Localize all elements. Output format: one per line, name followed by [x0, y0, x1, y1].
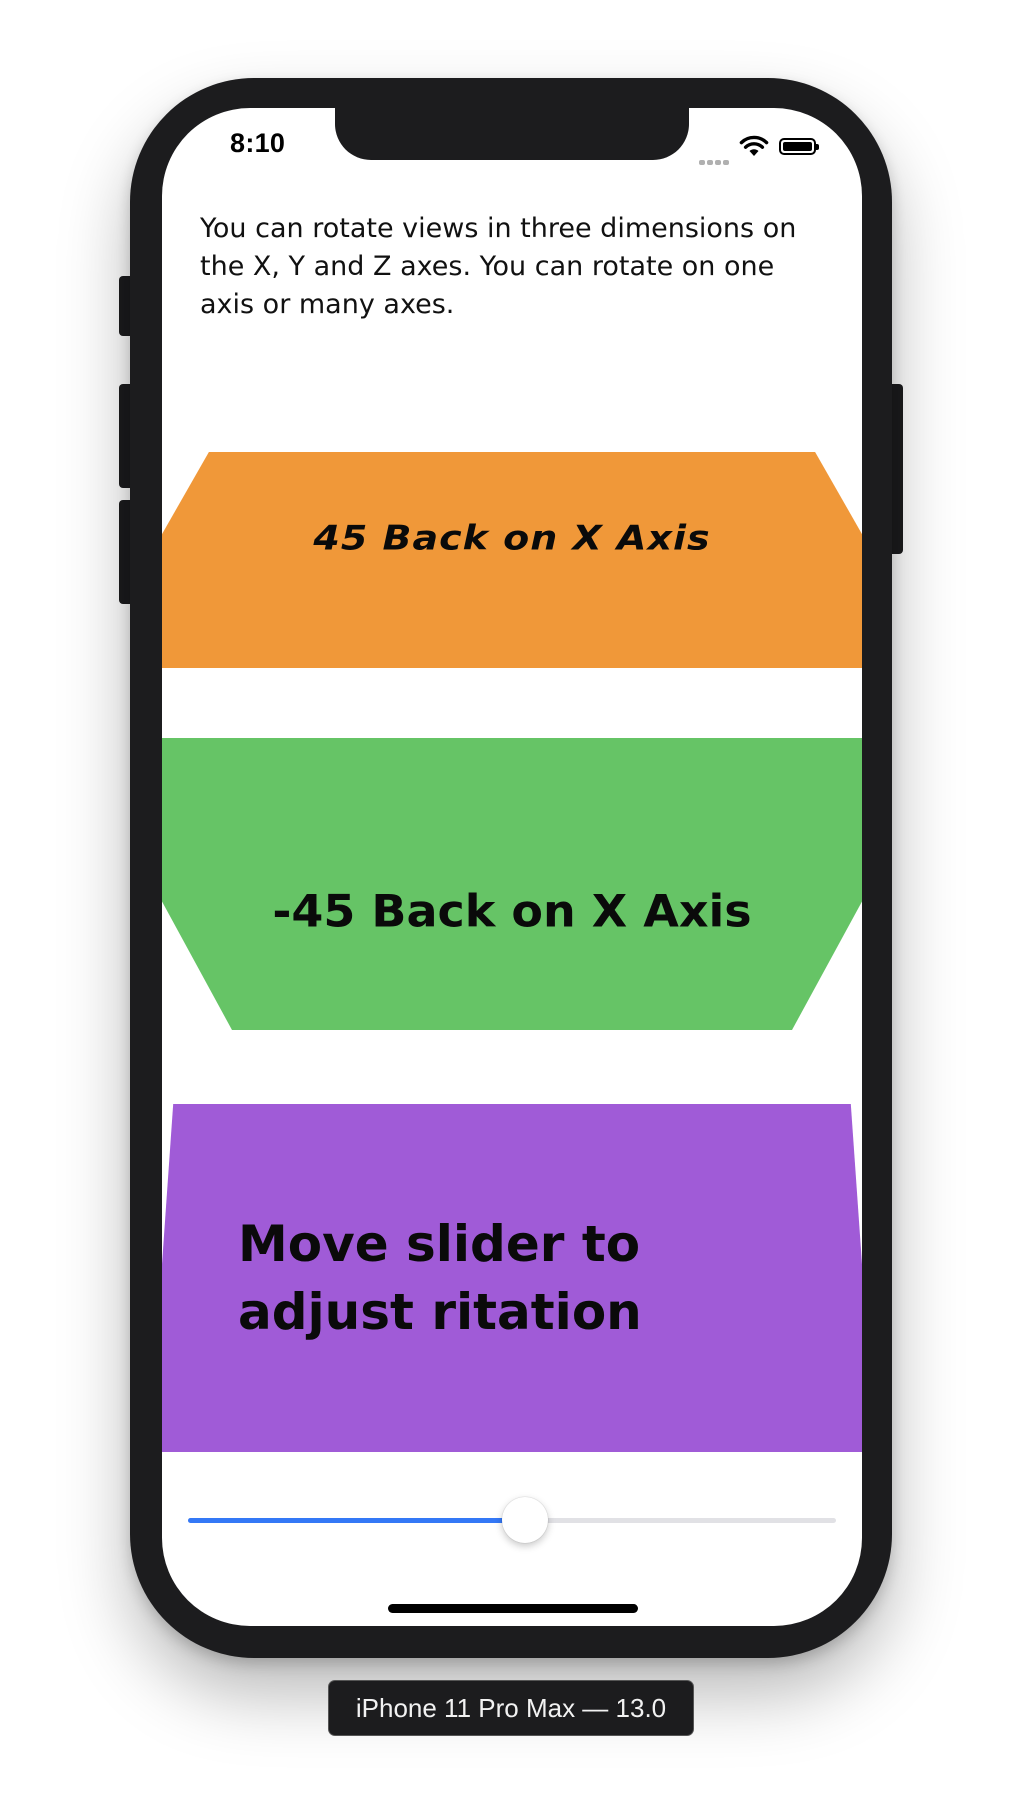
volume-up-button: [119, 384, 133, 488]
rotated-panel-neg45-x: -45 Back on X Axis: [162, 738, 862, 1030]
slider-thumb[interactable]: [501, 1497, 548, 1543]
rotation-slider[interactable]: [188, 1496, 836, 1546]
panel-label: -45 Back on X Axis: [272, 885, 752, 937]
ring-silent-switch: [119, 276, 133, 336]
panel-label: Move slider to adjust ritation: [238, 1215, 642, 1341]
volume-down-button: [119, 500, 133, 604]
device-label: iPhone 11 Pro Max — 13.0: [328, 1680, 694, 1736]
rotated-panel-45-x: 45 Back on X Axis: [162, 452, 862, 668]
home-indicator[interactable]: [388, 1604, 638, 1613]
wifi-icon: [739, 135, 769, 156]
panel-label: 45 Back on X Axis: [313, 518, 711, 558]
device-screen: 8:10 You can rotate views in three dimen…: [162, 108, 862, 1626]
notch: [335, 108, 689, 160]
intro-text: You can rotate views in three dimensions…: [200, 213, 797, 320]
cellular-signal-icon: [699, 152, 731, 170]
rotated-panel-slider: Move slider to adjust ritation: [162, 1104, 862, 1452]
side-button: [889, 384, 903, 554]
status-time: 8:10: [230, 128, 286, 158]
slider-fill: [188, 1518, 525, 1523]
battery-icon: [779, 138, 819, 155]
